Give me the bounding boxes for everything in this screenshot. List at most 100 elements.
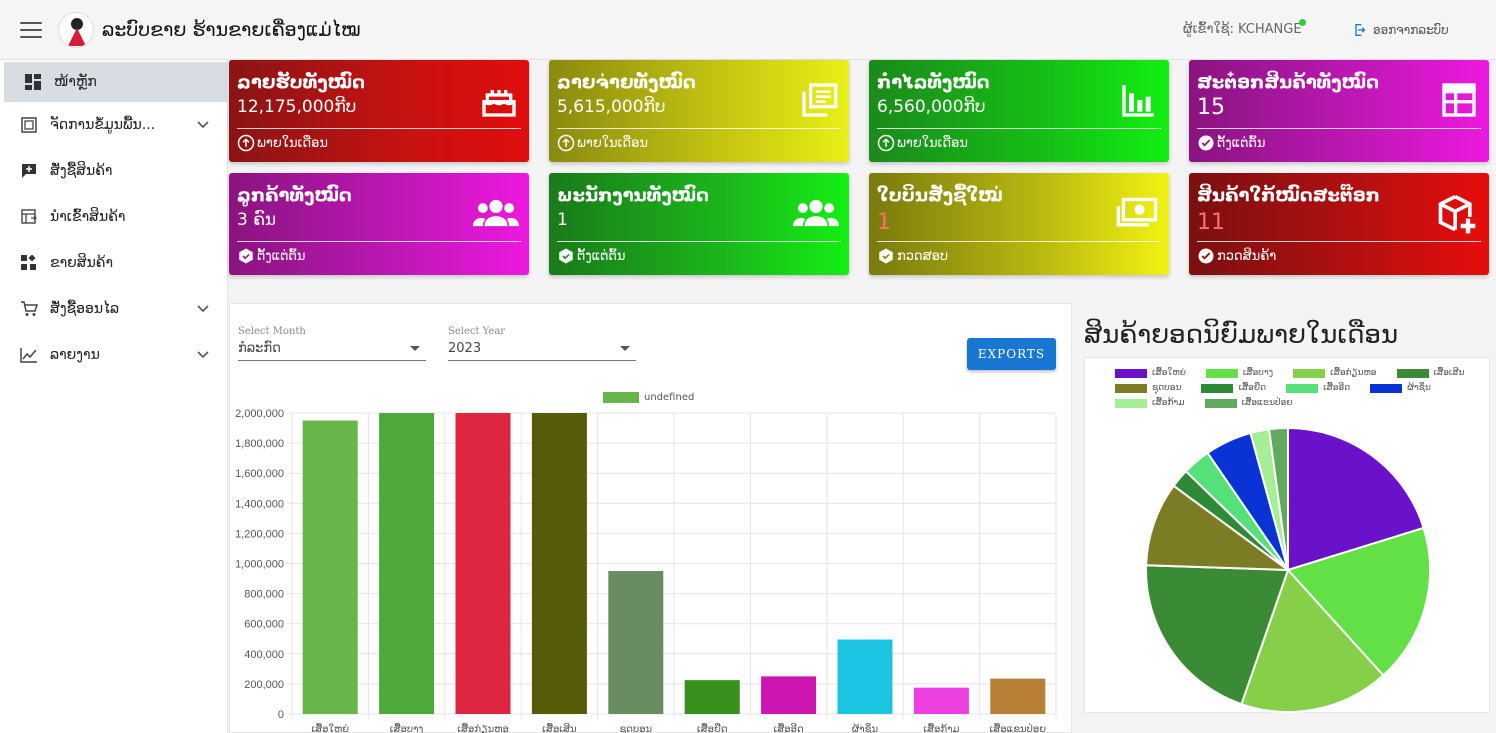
income-card[interactable]: ລາຍຮັບທັງໝົດ 12,175,000ກີບ ພາຍໃນເດືອນ [229, 60, 529, 162]
legend-swatch [1115, 383, 1147, 393]
stock-card[interactable]: ສະຕ໋ອກສິນຄ້າທັງໝົດ 15 ຕັ້ງແຕ່ຕົ້ນ [1189, 60, 1489, 162]
sidebar-item-home[interactable]: ໜ້າຫຼັກ [4, 62, 227, 102]
legend-swatch [1286, 383, 1319, 393]
export-button[interactable]: EXPORTS [967, 338, 1056, 370]
money-icon [1116, 197, 1158, 227]
pie-slice [1145, 484, 1292, 572]
pie-slice [1145, 564, 1290, 706]
shop-logo [58, 11, 94, 48]
profit-card[interactable]: ກຳໄລທັງໝົດ 6,560,000ກີບ ພາຍໃນເດືອນ [869, 60, 1169, 162]
sales-chart-panel: Select Month ກໍລະກົດ Select Year 2023 EX… [229, 303, 1072, 733]
card-title: ພະນັກງານທັງໝົດ [557, 185, 709, 206]
card-value: 12,175,000ກີບ [237, 97, 357, 117]
month-select[interactable]: Select Month ກໍລະກົດ [238, 326, 426, 366]
legend-label: ເສື້ອອີດ [1323, 383, 1351, 393]
chevron-down-icon[interactable] [197, 120, 209, 130]
legend-label: ເສື້ອແຂນປ່ອຍ [1241, 398, 1293, 408]
pie-legend-item[interactable]: ເສື້ອໃຫຍ່ [1115, 368, 1186, 378]
logout-button[interactable]: ອອກຈາກລະບົບ [1352, 22, 1449, 38]
card-title: ລູກຄ້າທັງໝົດ [237, 185, 352, 206]
check-badge-icon [1198, 135, 1214, 151]
expense-card[interactable]: ລາຍຈ່າຍທັງໝົດ 5,615,000ກີບ ພາຍໃນເດືອນ [549, 60, 849, 162]
pie-legend-item[interactable]: ເສື້ອກ້າມ [1115, 398, 1185, 408]
pie-legend-item[interactable]: ເສື້ອອີດ [1286, 383, 1350, 393]
card-footer: ພາຍໃນເດືອນ [557, 134, 648, 152]
sidebar-item-label: ນຳເຂົ້າສິນຄ້າ [50, 209, 126, 225]
sidebar-item-purchase-order[interactable]: ສັ່ງຊື້ສິນຄ້າ [0, 148, 227, 194]
new-orders-card[interactable]: ໃບບິນສັ່ງຊື້ໃໝ່ 1 ກວດສອບ [869, 173, 1169, 275]
box-check-icon [559, 248, 573, 264]
card-title: ສະຕ໋ອກສິນຄ້າທັງໝົດ [1197, 72, 1379, 93]
y-tick-label: 1,000,000 [235, 559, 284, 571]
bar [990, 678, 1046, 714]
sidebar-item-import[interactable]: ນຳເຂົ້າສິນຄ້າ [0, 194, 227, 240]
settings-box-icon [20, 116, 38, 134]
legend-swatch [1205, 368, 1238, 378]
card-title: ສິນຄ້າໃກ້ໝົດສະຕ໊ອກ [1197, 185, 1380, 206]
app-bar: ລະບົບຂາຍ ຮ້ານຂາຍເຄື່ອງແມ່ໄໝ ຜູ້ເຂົ້າໃຊ້:… [0, 0, 1496, 60]
pie-legend-item[interactable]: ຜ້າຊິ່ນ [1370, 383, 1431, 393]
legend-swatch [1115, 398, 1147, 408]
x-tick-label: ເສື້ອເສີນ [542, 722, 576, 733]
card-value: 15 [1197, 95, 1225, 120]
online-status-dot [1299, 19, 1306, 26]
pie-legend-item[interactable]: ເສື້ອເສີນ [1396, 368, 1465, 378]
pie-legend-item[interactable]: ເສື້ອຍືດ [1201, 383, 1266, 393]
y-tick-label: 1,200,000 [235, 528, 284, 540]
pie-legend-item[interactable]: ຊຸດບອນ [1115, 383, 1181, 393]
chat-box-icon [20, 162, 38, 180]
year-select[interactable]: Select Year 2023 [448, 326, 636, 366]
low-stock-card[interactable]: ສິນຄ້າໃກ້ໝົດສະຕ໊ອກ 11 ກວດສິນຄ້າ [1189, 173, 1489, 275]
card-value: 1 [557, 210, 568, 230]
pie-legend-item[interactable]: ເສື້ອບາງ [1205, 368, 1273, 378]
dropdown-arrow-icon [620, 346, 630, 351]
dropdown-arrow-icon [410, 346, 420, 351]
y-tick-label: 0 [278, 709, 284, 721]
cart-icon [20, 300, 38, 318]
sidebar-item-report[interactable]: ລາຍງານ [0, 332, 227, 378]
pie-chart-title: ສິນຄ້າຍອດນິຍົມພາຍໃນເດືອນ [1084, 320, 1399, 350]
pie-slice [1286, 526, 1431, 677]
bar-chart-icon [1122, 85, 1154, 117]
pie-legend-item[interactable]: ເສື້ອກ່ຽນຫອ [1293, 368, 1377, 378]
arrow-up-circle-icon [877, 134, 895, 152]
box-check-icon [879, 248, 893, 264]
legend-swatch [603, 392, 639, 403]
card-footer: ຕັ້ງແຕ່ຕົ້ນ [237, 247, 305, 265]
sidebar: ໜ້າຫຼັກ ຈັດການຂໍ້ມູນພື້ນ... ສັ່ງຊື້ສິນຄ້… [0, 60, 228, 733]
legend-label: ເສື້ອກ້າມ [1152, 398, 1185, 408]
bar-legend: undefined [603, 392, 694, 403]
month-select-label: Select Month [238, 326, 306, 337]
group-icon [473, 199, 519, 227]
legend-swatch [1370, 383, 1403, 393]
card-value: 5,615,000ກີບ [557, 97, 666, 117]
box-add-icon [1438, 195, 1476, 234]
pie-legend-item[interactable]: ເສື້ອແຂນປ່ອຍ [1204, 398, 1293, 408]
y-tick-label: 2,000,000 [235, 408, 284, 420]
legend-swatch [1201, 383, 1234, 393]
legend-label: ເສື້ອຍືດ [1238, 383, 1267, 393]
logout-icon [1355, 24, 1366, 36]
card-footer: ກວດສອບ [877, 247, 948, 265]
card-value: 11 [1197, 210, 1225, 235]
sidebar-item-label: ຂາຍສິນຄ້າ [50, 255, 113, 271]
chevron-down-icon[interactable] [197, 304, 209, 314]
app-title: ລະບົບຂາຍ ຮ້ານຂາຍເຄື່ອງແມ່ໄໝ [102, 18, 361, 41]
user-label: ຜູ້ເຂົ້າໃຊ້: KCHANGE [1183, 22, 1302, 37]
table-icon [1442, 83, 1476, 117]
sidebar-item-master-data[interactable]: ຈັດການຂໍ້ມູນພື້ນ... [0, 102, 227, 148]
card-value: 1 [877, 210, 891, 235]
pie-slice [1267, 426, 1289, 571]
library-icon [802, 83, 838, 117]
chevron-down-icon[interactable] [197, 350, 209, 360]
y-tick-label: 1,400,000 [235, 498, 284, 510]
chart-icon [20, 346, 38, 364]
legend-swatch [1115, 368, 1147, 378]
menu-icon[interactable] [20, 21, 42, 38]
sidebar-item-sell[interactable]: ຂາຍສິນຄ້າ [0, 240, 227, 286]
employees-card[interactable]: ພະນັກງານທັງໝົດ 1 ຕັ້ງແຕ່ຕົ້ນ [549, 173, 849, 275]
card-title: ລາຍຈ່າຍທັງໝົດ [557, 72, 696, 93]
customers-card[interactable]: ລູກຄ້າທັງໝົດ 3 ຄົນ ຕັ້ງແຕ່ຕົ້ນ [229, 173, 529, 275]
sidebar-item-online-order[interactable]: ສັ່ງຊື້ອອນໄລ [0, 286, 227, 332]
arrow-up-circle-icon [237, 134, 255, 152]
